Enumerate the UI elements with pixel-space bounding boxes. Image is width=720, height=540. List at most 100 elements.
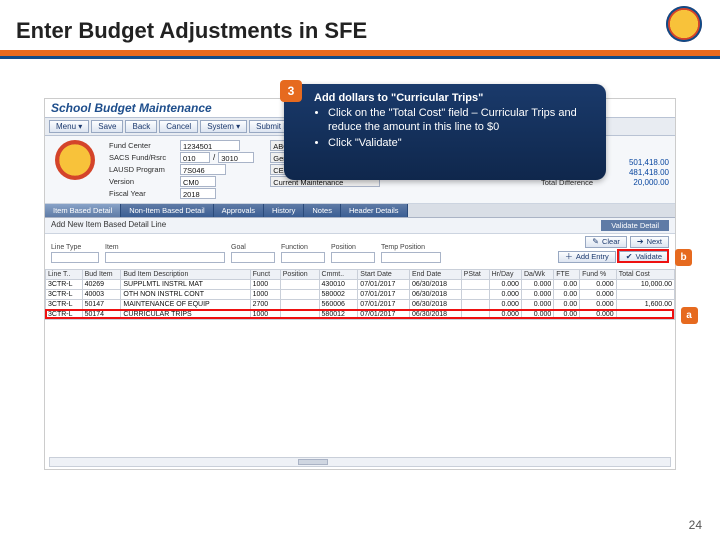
cell[interactable] bbox=[461, 310, 489, 320]
cell[interactable]: 1000 bbox=[250, 290, 280, 300]
column-header[interactable]: Position bbox=[280, 270, 319, 280]
cell[interactable]: 50147 bbox=[82, 300, 121, 310]
column-header[interactable]: Bud Item bbox=[82, 270, 121, 280]
column-header[interactable]: Cmmt.. bbox=[319, 270, 358, 280]
column-header[interactable]: Line T.. bbox=[46, 270, 83, 280]
column-header[interactable]: PStat bbox=[461, 270, 489, 280]
cell[interactable]: 06/30/2018 bbox=[409, 290, 461, 300]
column-header[interactable]: End Date bbox=[409, 270, 461, 280]
cell[interactable]: 07/01/2017 bbox=[358, 300, 410, 310]
cell[interactable]: 0.000 bbox=[489, 310, 521, 320]
cell[interactable]: 0.000 bbox=[580, 280, 617, 290]
cell[interactable] bbox=[616, 290, 674, 300]
cell[interactable] bbox=[461, 280, 489, 290]
scroll-thumb[interactable] bbox=[298, 459, 328, 465]
cell[interactable]: 40269 bbox=[82, 280, 121, 290]
column-header[interactable]: FTE bbox=[554, 270, 580, 280]
cell[interactable]: 0.00 bbox=[554, 310, 580, 320]
cell[interactable]: 0.000 bbox=[521, 310, 553, 320]
cell[interactable]: OTH NON INSTRL CONT bbox=[121, 290, 250, 300]
cell[interactable]: 3CTR-L bbox=[46, 310, 83, 320]
menu-save[interactable]: Save bbox=[91, 120, 123, 133]
cell[interactable]: 0.00 bbox=[554, 300, 580, 310]
cell[interactable]: 06/30/2018 bbox=[409, 310, 461, 320]
cell[interactable] bbox=[280, 280, 319, 290]
entry-input[interactable] bbox=[281, 252, 325, 263]
cell[interactable]: 3CTR-L bbox=[46, 290, 83, 300]
cell[interactable]: SUPPLMTL INSTRL MAT bbox=[121, 280, 250, 290]
menu-back[interactable]: Back bbox=[125, 120, 157, 133]
column-header[interactable]: Fund % bbox=[580, 270, 617, 280]
cell[interactable]: 10,000.00 bbox=[616, 280, 674, 290]
tab-item-based-detail[interactable]: Item Based Detail bbox=[45, 204, 121, 217]
cell[interactable]: 0.000 bbox=[489, 280, 521, 290]
cell[interactable]: 50174 bbox=[82, 310, 121, 320]
table-row[interactable]: 3CTR-L50147MAINTENANCE OF EQUIP2700 56000… bbox=[46, 300, 675, 310]
cell[interactable]: 580002 bbox=[319, 290, 358, 300]
table-row[interactable]: 3CTR-L40003OTH NON INSTRL CONT1000 580002… bbox=[46, 290, 675, 300]
menu-system-[interactable]: System ▾ bbox=[200, 120, 247, 133]
cell[interactable]: 0.000 bbox=[521, 280, 553, 290]
cell[interactable]: 560006 bbox=[319, 300, 358, 310]
cell[interactable]: 0.000 bbox=[580, 290, 617, 300]
menu-cancel[interactable]: Cancel bbox=[159, 120, 198, 133]
entry-input[interactable] bbox=[105, 252, 225, 263]
cell[interactable] bbox=[461, 300, 489, 310]
cell[interactable]: 1,600.00 bbox=[616, 300, 674, 310]
entry-input[interactable] bbox=[331, 252, 375, 263]
cell[interactable]: 0.000 bbox=[489, 290, 521, 300]
cell[interactable]: 06/30/2018 bbox=[409, 280, 461, 290]
cell[interactable]: 0.000 bbox=[521, 290, 553, 300]
cell[interactable]: 2700 bbox=[250, 300, 280, 310]
column-header[interactable]: Total Cost bbox=[616, 270, 674, 280]
table-row[interactable]: 3CTR-L50174CURRICULAR TRIPS1000 58001207/… bbox=[46, 310, 675, 320]
detail-grid[interactable]: Line T..Bud ItemBud Item DescriptionFunc… bbox=[45, 269, 675, 320]
column-header[interactable]: Da/Wk bbox=[521, 270, 553, 280]
cell[interactable]: 06/30/2018 bbox=[409, 300, 461, 310]
next-button[interactable]: ➔Next bbox=[630, 236, 669, 248]
column-header[interactable]: Funct bbox=[250, 270, 280, 280]
menu-menu-[interactable]: Menu ▾ bbox=[49, 120, 89, 133]
cell[interactable]: 0.000 bbox=[580, 310, 617, 320]
cell[interactable] bbox=[461, 290, 489, 300]
field-value[interactable]: 3010 bbox=[218, 152, 254, 163]
cell[interactable]: 07/01/2017 bbox=[358, 290, 410, 300]
table-row[interactable]: 3CTR-L40269SUPPLMTL INSTRL MAT1000 430010… bbox=[46, 280, 675, 290]
horizontal-scrollbar[interactable] bbox=[49, 457, 671, 467]
cell[interactable]: 40003 bbox=[82, 290, 121, 300]
clear-button[interactable]: ✎Clear bbox=[585, 236, 627, 248]
cell[interactable]: MAINTENANCE OF EQUIP bbox=[121, 300, 250, 310]
tab-non-item-based-detail[interactable]: Non-Item Based Detail bbox=[121, 204, 213, 217]
cell[interactable]: 0.000 bbox=[489, 300, 521, 310]
column-header[interactable]: Bud Item Description bbox=[121, 270, 250, 280]
column-header[interactable]: Start Date bbox=[358, 270, 410, 280]
cell[interactable]: 3CTR-L bbox=[46, 300, 83, 310]
cell[interactable]: 0.00 bbox=[554, 290, 580, 300]
tab-history[interactable]: History bbox=[264, 204, 304, 217]
cell[interactable]: 0.00 bbox=[554, 280, 580, 290]
entry-input[interactable] bbox=[51, 252, 99, 263]
field-value[interactable]: 1234501 bbox=[180, 140, 240, 151]
cell[interactable] bbox=[280, 300, 319, 310]
cell[interactable]: 580012 bbox=[319, 310, 358, 320]
cell[interactable]: 0.000 bbox=[521, 300, 553, 310]
tab-notes[interactable]: Notes bbox=[304, 204, 341, 217]
cell[interactable]: 1000 bbox=[250, 280, 280, 290]
field-value[interactable]: CM0 bbox=[180, 176, 216, 187]
cell[interactable] bbox=[280, 290, 319, 300]
validate-button[interactable]: ✔Validate bbox=[619, 251, 669, 263]
tab-approvals[interactable]: Approvals bbox=[214, 204, 264, 217]
entry-input[interactable] bbox=[381, 252, 441, 263]
add-entry-button[interactable]: ＋Add Entry bbox=[558, 251, 616, 263]
cell[interactable]: 3CTR-L bbox=[46, 280, 83, 290]
column-header[interactable]: Hr/Day bbox=[489, 270, 521, 280]
cell[interactable]: 0.000 bbox=[580, 300, 617, 310]
entry-input[interactable] bbox=[231, 252, 275, 263]
cell[interactable] bbox=[616, 310, 674, 320]
cell[interactable]: 430010 bbox=[319, 280, 358, 290]
tab-header-details[interactable]: Header Details bbox=[341, 204, 408, 217]
field-value[interactable]: 2018 bbox=[180, 188, 216, 199]
cell[interactable]: 1000 bbox=[250, 310, 280, 320]
cell[interactable]: CURRICULAR TRIPS bbox=[121, 310, 250, 320]
cell[interactable]: 07/01/2017 bbox=[358, 310, 410, 320]
